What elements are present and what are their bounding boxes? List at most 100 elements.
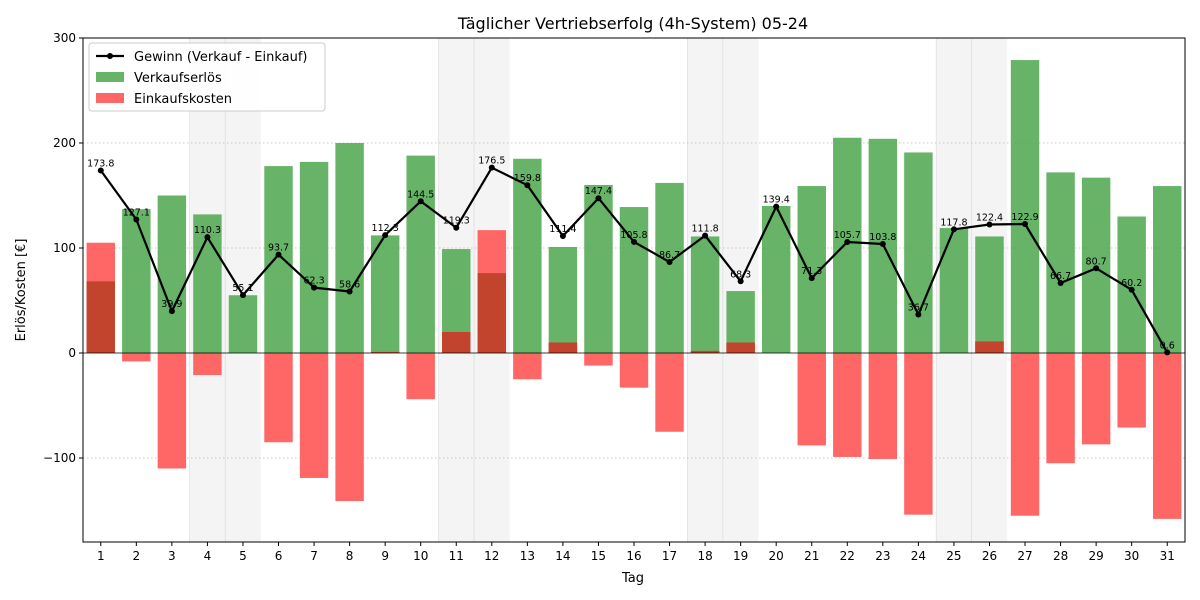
profit-point-day-3 [168, 308, 175, 315]
bar-overlap-day-18 [690, 350, 720, 353]
bar-overlap-day-1 [86, 281, 115, 353]
legend: Gewinn (Verkauf - Einkauf) Verkaufserlös E… [88, 42, 326, 112]
profit-point-day-2 [133, 216, 140, 223]
bar-einkaufskosten-day-8 [335, 353, 364, 502]
profit-point-day-9 [382, 232, 389, 239]
profit-label-day-19: 68.3 [730, 269, 751, 280]
x-tick-label-8: 8 [346, 549, 354, 563]
bar-einkaufskosten-day-21 [797, 353, 826, 446]
bar-verkaufserlös-day-13 [513, 158, 542, 353]
x-tick-label-9: 9 [381, 549, 389, 563]
profit-point-day-19 [737, 278, 744, 285]
bar-verkaufserlös-day-14 [548, 246, 578, 353]
profit-label-day-27: 122.9 [1011, 212, 1038, 223]
x-tick-label-14: 14 [555, 549, 570, 563]
bar-verkaufserlös-day-26 [975, 236, 1004, 353]
legend-swatch-einkaufskosten [96, 93, 124, 103]
x-tick-label-29: 29 [1088, 549, 1103, 563]
x-tick-label-25: 25 [946, 549, 961, 563]
profit-label-day-9: 112.3 [372, 223, 399, 234]
profit-label-day-6: 93.7 [268, 243, 289, 254]
x-tick-label-23: 23 [875, 549, 890, 563]
profit-point-day-14 [559, 233, 566, 240]
profit-point-day-12 [488, 164, 495, 171]
bar-verkaufserlös-day-6 [264, 166, 293, 353]
bar-verkaufserlös-day-15 [584, 185, 613, 353]
profit-label-day-17: 86.7 [659, 250, 680, 261]
profit-label-day-11: 119.3 [443, 216, 470, 227]
profit-label-day-28: 66.7 [1050, 271, 1071, 282]
bar-verkaufserlös-day-5 [228, 295, 258, 353]
profit-point-day-18 [702, 232, 709, 239]
bar-verkaufserlös-day-24 [904, 152, 933, 353]
profit-label-day-25: 117.8 [940, 217, 967, 228]
profit-label-day-18: 111.8 [691, 224, 718, 235]
profit-label-day-30: 60.2 [1121, 278, 1142, 289]
legend-label-einkaufskosten: Einkaufskosten [134, 92, 232, 107]
bar-einkaufskosten-day-24 [904, 353, 933, 515]
bar-verkaufserlös-day-8 [335, 143, 364, 353]
profit-point-day-6 [275, 251, 282, 258]
bar-einkaufskosten-day-3 [157, 353, 187, 469]
profit-point-day-1 [97, 167, 104, 174]
bar-verkaufserlös-day-27 [1010, 60, 1040, 354]
x-tick-label-26: 26 [982, 549, 997, 563]
profit-point-day-8 [346, 288, 353, 295]
x-tick-label-6: 6 [275, 549, 283, 563]
profit-label-day-22: 105.7 [834, 230, 861, 241]
x-tick-label-1: 1 [97, 549, 105, 563]
chart-title: Täglicher Vertriebserfolg (4h-System) 05… [457, 14, 808, 33]
profit-label-day-31: 0.6 [1160, 340, 1175, 351]
x-tick-label-31: 31 [1160, 549, 1175, 563]
bar-einkaufskosten-day-31 [1153, 353, 1182, 519]
bar-overlap-day-26 [975, 341, 1004, 353]
x-tick-label-30: 30 [1124, 549, 1139, 563]
x-tick-label-20: 20 [769, 549, 784, 563]
profit-label-day-24: 36.7 [908, 302, 929, 313]
x-tick-label-21: 21 [804, 549, 819, 563]
bar-einkaufskosten-day-15 [584, 353, 613, 366]
bar-verkaufserlös-day-20 [761, 206, 791, 353]
profit-label-day-29: 80.7 [1086, 256, 1107, 267]
x-tick-label-15: 15 [591, 549, 606, 563]
bar-einkaufskosten-day-10 [406, 353, 435, 400]
profit-label-day-26: 122.4 [976, 212, 1003, 223]
x-tick-label-22: 22 [840, 549, 855, 563]
profit-point-day-30 [1128, 286, 1135, 293]
bar-einkaufskosten-day-2 [122, 353, 151, 362]
legend-label-verkaufserlös: Verkaufserlös [134, 71, 222, 86]
bar-einkaufskosten-day-23 [868, 353, 898, 460]
bar-overlap-day-19 [726, 342, 755, 353]
profit-label-day-12: 176.5 [478, 156, 505, 167]
y-tick-label-0: 0 [68, 346, 76, 360]
x-tick-label-10: 10 [413, 549, 428, 563]
legend-swatch-verkaufserlös [96, 72, 124, 82]
profit-label-day-4: 110.3 [194, 225, 221, 236]
x-tick-label-13: 13 [520, 549, 535, 563]
bar-einkaufskosten-day-13 [513, 353, 542, 380]
bar-einkaufskosten-day-17 [655, 353, 684, 432]
legend-box [88, 42, 326, 112]
profit-point-day-21 [808, 275, 815, 282]
profit-point-day-26 [986, 221, 993, 228]
y-tick-label-200: 200 [53, 136, 76, 150]
bar-einkaufskosten-day-28 [1046, 353, 1075, 464]
profit-label-day-7: 62.3 [303, 276, 324, 287]
profit-label-day-10: 144.5 [407, 189, 434, 200]
bar-verkaufserlös-day-18 [690, 236, 720, 353]
profit-point-day-20 [773, 203, 780, 210]
weekend-band-day-19 [722, 38, 759, 542]
bar-verkaufserlös-day-9 [370, 235, 400, 353]
profit-label-day-23: 103.8 [869, 232, 896, 243]
profit-line-layer: 173.8 127.1 39.9 110.3 55.1 93.7 62.3 58.6 112.3… [87, 156, 1175, 356]
bar-overlap-day-12 [477, 273, 507, 353]
x-tick-label-24: 24 [911, 549, 926, 563]
profit-label-day-14: 111.4 [549, 224, 576, 235]
profit-point-day-29 [1093, 265, 1100, 272]
profit-label-day-15: 147.4 [585, 186, 612, 197]
x-tick-label-12: 12 [484, 549, 499, 563]
bar-einkaufskosten-day-22 [833, 353, 862, 457]
bar-einkaufskosten-day-30 [1117, 353, 1146, 428]
profit-point-day-4 [204, 234, 211, 241]
